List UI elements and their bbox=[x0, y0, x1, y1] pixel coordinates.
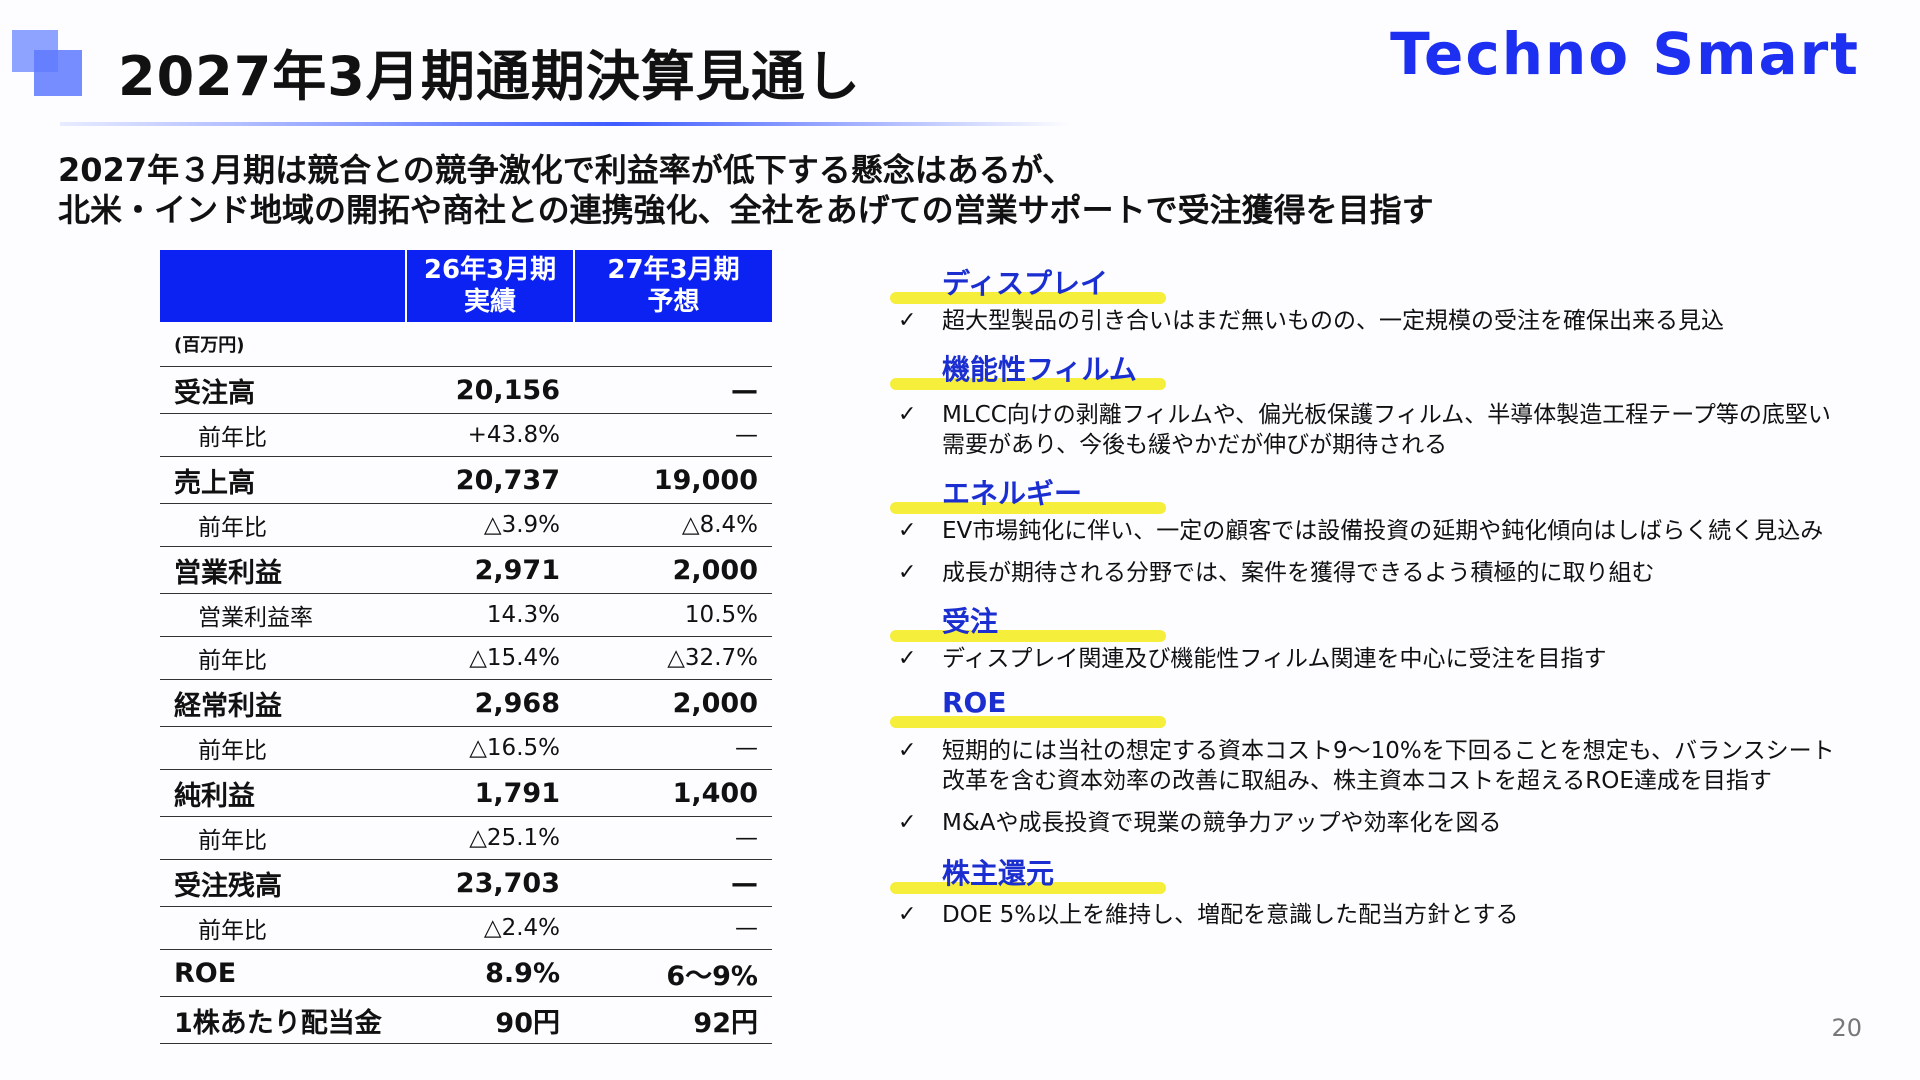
table-row: 受注残高 23,703— bbox=[160, 859, 772, 907]
unit-label: (百万円) bbox=[160, 322, 772, 367]
section-title-orders: 受注 bbox=[890, 600, 1890, 644]
page-title: 2027年3月期通期決算見通し bbox=[118, 45, 861, 108]
check-icon: ✓ bbox=[898, 560, 917, 585]
check-icon: ✓ bbox=[898, 902, 917, 927]
subtitle-line-1: 2027年３月期は競合との競争激化で利益率が低下する懸念はあるが、 bbox=[58, 151, 1075, 189]
check-icon: ✓ bbox=[898, 402, 917, 427]
check-icon: ✓ bbox=[898, 308, 917, 333]
table-row: 前年比 △2.4% — bbox=[160, 906, 772, 950]
table-row: 前年比 △25.1% — bbox=[160, 816, 772, 860]
table-row: ROE 8.9% 6〜9% bbox=[160, 949, 772, 997]
check-icon: ✓ bbox=[898, 518, 917, 543]
bullet-item: ✓ MLCC向けの剥離フィルムや、偏光板保護フィルム、半導体製造工程テープ等の底堅… bbox=[898, 402, 1831, 458]
table-row: 売上高 20,737 19,000 bbox=[160, 456, 772, 504]
table-row: 1株あたり配当金 90円 92円 bbox=[160, 996, 772, 1044]
page-number: 20 bbox=[1831, 1014, 1862, 1042]
table-row: 経常利益 2,968 2,000 bbox=[160, 679, 772, 727]
corner-decoration bbox=[12, 30, 82, 96]
table-row: 前年比 +43.8% — bbox=[160, 413, 772, 457]
table-row: 純利益 1,791 1,400 bbox=[160, 769, 772, 817]
table-row: 営業利益 2,971 2,000 bbox=[160, 546, 772, 594]
subtitle-line-2: 北米・インド地域の開拓や商社との連携強化、全社をあげての営業サポートで受注獲得を… bbox=[58, 191, 1434, 229]
outlook-commentary: ディスプレイ ✓ 超大型製品の引き合いはまだ無いものの、一定規模の受注を確保出来る… bbox=[890, 262, 1890, 942]
table-row: 前年比 △15.4% △32.7% bbox=[160, 636, 772, 680]
check-icon: ✓ bbox=[898, 738, 917, 763]
check-icon: ✓ bbox=[898, 810, 917, 835]
table-row: 営業利益率 14.3% 10.5% bbox=[160, 593, 772, 637]
table-row: 前年比 △16.5% — bbox=[160, 726, 772, 770]
section-title-shareholder-return: 株主還元 bbox=[890, 852, 1890, 896]
subtitle: 2027年３月期は競合との競争激化で利益率が低下する懸念はあるが、 北米・インド… bbox=[58, 150, 1758, 230]
bullet-item: ✓ M&Aや成長投資で現業の競争力アップや効率化を図る bbox=[898, 810, 1502, 836]
unit-row: (百万円) bbox=[160, 322, 772, 367]
bullet-item: ✓ ディスプレイ関連及び機能性フィルム関連を中心に受注を目指す bbox=[898, 646, 1607, 672]
header-fy27-forecast: 27年3月期 予想 bbox=[574, 250, 772, 322]
bullet-item: ✓ EV市場鈍化に伴い、一定の顧客では設備投資の延期や鈍化傾向はしばらく続く見込み bbox=[898, 518, 1824, 544]
table-header-row: 26年3月期 実績 27年3月期 予想 bbox=[160, 250, 772, 322]
header-blank bbox=[160, 250, 407, 322]
table-row: 受注高 20,156— bbox=[160, 366, 772, 414]
bullet-item: ✓ 短期的には当社の想定する資本コスト9〜10%を下回ることを想定も、バランスシー… bbox=[898, 738, 1835, 794]
bullet-item: ✓ 超大型製品の引き合いはまだ無いものの、一定規模の受注を確保出来る見込 bbox=[898, 308, 1724, 334]
financial-forecast-table: 26年3月期 実績 27年3月期 予想 (百万円) 受注高 20,156— 前年比 +4… bbox=[160, 250, 772, 1044]
section-title-film: 機能性フィルム bbox=[890, 348, 1890, 392]
title-underline bbox=[60, 122, 1070, 126]
bullet-item: ✓ 成長が期待される分野では、案件を獲得できるよう積極的に取り組む bbox=[898, 560, 1655, 586]
company-logo: Techno Smart bbox=[1390, 20, 1860, 88]
section-title-roe: ROE bbox=[890, 686, 1890, 730]
header-fy26-actual: 26年3月期 実績 bbox=[406, 250, 575, 322]
section-title-display: ディスプレイ bbox=[890, 262, 1890, 306]
check-icon: ✓ bbox=[898, 646, 917, 671]
bullet-item: ✓ DOE 5%以上を維持し、増配を意識した配当方針とする bbox=[898, 902, 1519, 928]
section-title-energy: エネルギー bbox=[890, 472, 1890, 516]
table-row: 前年比 △3.9% △8.4% bbox=[160, 503, 772, 547]
